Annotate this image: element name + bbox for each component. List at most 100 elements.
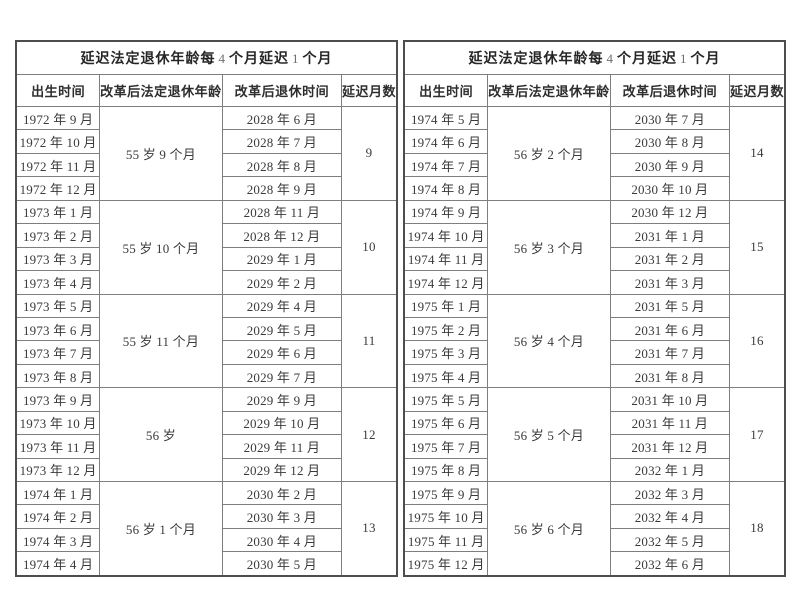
retire-time-cell: 2029 年 4 月	[221, 293, 342, 318]
birth-time-cell: 1972 年 9 月	[15, 105, 101, 131]
retire-time-cell: 2029 年 9 月	[221, 387, 342, 412]
table-row: 1974 年 7 月 2030 年 9 月	[403, 152, 785, 178]
retire-time-cell: 2030 年 10 月	[609, 176, 730, 201]
birth-time-cell: 1974 年 12 月	[403, 270, 489, 295]
column-header-delay-months: 延迟月数	[728, 74, 786, 107]
statutory-age-cell: 56 岁 1 个月	[99, 480, 223, 577]
retire-time-cell: 2029 年 11 月	[221, 434, 342, 459]
table-title-row: 延迟法定退休年龄每 4 个月延迟 1 个月	[403, 40, 786, 75]
retire-time-cell: 2029 年 1 月	[221, 246, 342, 272]
delay-months-cell: 12	[340, 387, 398, 482]
table-row: 1973 年 2 月 2028 年 12 月	[15, 223, 397, 248]
table-row: 1974 年 3 月 2030 年 4 月	[15, 527, 397, 553]
table-row: 1975 年 1 月 56 岁 4 个月 2031 年 5 月 16	[403, 293, 786, 389]
birth-time-cell: 1975 年 9 月	[403, 480, 489, 506]
column-header-delay-months: 延迟月数	[340, 74, 398, 107]
retire-time-cell: 2029 年 6 月	[221, 340, 342, 365]
delay-months-cell: 15	[728, 199, 786, 295]
birth-time-cell: 1974 年 1 月	[15, 480, 101, 506]
column-header-retire-time: 改革后退休时间	[221, 74, 342, 107]
birth-time-cell: 1973 年 4 月	[15, 270, 101, 295]
statutory-age-cell: 55 岁 9 个月	[99, 106, 223, 201]
birth-time-cell: 1975 年 12 月	[403, 551, 489, 577]
statutory-age-cell: 56 岁 5 个月	[487, 387, 611, 482]
table-row: 1975 年 2 月 2031 年 6 月	[403, 316, 785, 342]
title-text: 个月延迟	[229, 52, 289, 67]
statutory-age-cell: 56 岁 3 个月	[487, 199, 611, 295]
retire-time-cell: 2032 年 5 月	[609, 527, 730, 553]
table-row: 1973 年 8 月 2029 年 7 月	[15, 363, 397, 389]
retire-time-cell: 2032 年 6 月	[609, 551, 730, 577]
birth-time-cell: 1973 年 3 月	[15, 246, 101, 272]
title-text: 个月	[690, 52, 721, 67]
birth-time-cell: 1973 年 8 月	[15, 363, 101, 389]
table-row: 1973 年 3 月 2029 年 1 月	[15, 246, 397, 272]
table-row: 1975 年 9 月 56 岁 6 个月 2032 年 3 月 18	[403, 480, 786, 577]
retirement-table-left: 延迟法定退休年龄每 4 个月延迟 1 个月 出生时间 改革后法定退休年龄 改革后退休时间…	[15, 40, 398, 577]
retire-time-cell: 2029 年 10 月	[221, 410, 342, 436]
table-body-right: 1974 年 5 月 56 岁 2 个月 2030 年 7 月 14 1974 年 6 …	[403, 105, 786, 577]
statutory-age-cell: 56 岁	[99, 387, 223, 482]
retire-time-cell: 2031 年 2 月	[609, 246, 730, 272]
title-text: 延迟法定退休年龄每	[80, 52, 216, 67]
table-row: 1973 年 11 月 2029 年 11 月	[15, 434, 397, 459]
title-number: 1	[680, 51, 688, 66]
table-row: 1975 年 5 月 56 岁 5 个月 2031 年 10 月 17	[403, 387, 786, 482]
tables-container: 延迟法定退休年龄每 4 个月延迟 1 个月 出生时间 改革后法定退休年龄 改革后退休时间…	[15, 40, 786, 577]
retire-time-cell: 2031 年 5 月	[609, 293, 730, 318]
column-header-statutory-age: 改革后法定退休年龄	[487, 74, 611, 107]
birth-time-cell: 1973 年 12 月	[15, 457, 101, 483]
retire-time-cell: 2030 年 12 月	[609, 199, 730, 225]
retire-time-cell: 2031 年 10 月	[609, 387, 730, 412]
birth-time-cell: 1972 年 11 月	[15, 152, 101, 178]
retire-time-cell: 2028 年 8 月	[221, 152, 342, 178]
table-row: 1974 年 6 月 2030 年 8 月	[403, 129, 785, 154]
birth-time-cell: 1973 年 1 月	[15, 199, 101, 225]
title-number: 1	[292, 51, 300, 66]
table-body-left: 1972 年 9 月 55 岁 9 个月 2028 年 6 月 9 1972 年 10 …	[15, 105, 398, 577]
table-row: 1975 年 10 月 2032 年 4 月	[403, 504, 785, 529]
birth-time-cell: 1974 年 3 月	[15, 527, 101, 553]
delay-months-cell: 13	[340, 480, 398, 577]
table-row: 1973 年 10 月 2029 年 10 月	[15, 410, 397, 436]
retire-time-cell: 2032 年 1 月	[609, 457, 730, 483]
retire-time-cell: 2030 年 3 月	[221, 504, 342, 529]
table-row: 1975 年 7 月 2031 年 12 月	[403, 434, 785, 459]
delay-months-cell: 17	[728, 387, 786, 482]
retire-time-cell: 2031 年 12 月	[609, 434, 730, 459]
table-row: 1975 年 11 月 2032 年 5 月	[403, 527, 785, 553]
retire-time-cell: 2030 年 8 月	[609, 129, 730, 154]
table-row: 1973 年 9 月 56 岁 2029 年 9 月 12	[15, 387, 398, 482]
column-header-birth-time: 出生时间	[15, 74, 101, 107]
statutory-age-cell: 56 岁 4 个月	[487, 293, 611, 389]
table-row: 1974 年 2 月 2030 年 3 月	[15, 504, 397, 529]
statutory-age-cell: 55 岁 10 个月	[99, 199, 223, 295]
birth-time-cell: 1973 年 11 月	[15, 434, 101, 459]
retire-time-cell: 2029 年 12 月	[221, 457, 342, 483]
column-header-birth-time: 出生时间	[403, 74, 489, 107]
table-row: 1975 年 6 月 2031 年 11 月	[403, 410, 785, 436]
retire-time-cell: 2028 年 11 月	[221, 199, 342, 225]
birth-time-cell: 1975 年 8 月	[403, 457, 489, 483]
delay-months-cell: 11	[340, 293, 398, 389]
table-title-row: 延迟法定退休年龄每 4 个月延迟 1 个月	[15, 40, 398, 75]
birth-time-cell: 1974 年 7 月	[403, 152, 489, 178]
retire-time-cell: 2029 年 7 月	[221, 363, 342, 389]
birth-time-cell: 1975 年 1 月	[403, 293, 489, 318]
title-number: 4	[218, 51, 226, 66]
column-header-retire-time: 改革后退休时间	[609, 74, 730, 107]
birth-time-cell: 1973 年 6 月	[15, 316, 101, 342]
retire-time-cell: 2031 年 8 月	[609, 363, 730, 389]
birth-time-cell: 1975 年 7 月	[403, 434, 489, 459]
title-text: 延迟法定退休年龄每	[468, 52, 604, 67]
birth-time-cell: 1972 年 12 月	[15, 176, 101, 201]
table-row: 1975 年 4 月 2031 年 8 月	[403, 363, 785, 389]
birth-time-cell: 1974 年 6 月	[403, 129, 489, 154]
table-row: 1975 年 3 月 2031 年 7 月	[403, 340, 785, 365]
title-text: 个月	[302, 52, 333, 67]
retire-time-cell: 2031 年 11 月	[609, 410, 730, 436]
table-row: 1973 年 7 月 2029 年 6 月	[15, 340, 397, 365]
table-row: 1973 年 6 月 2029 年 5 月	[15, 316, 397, 342]
